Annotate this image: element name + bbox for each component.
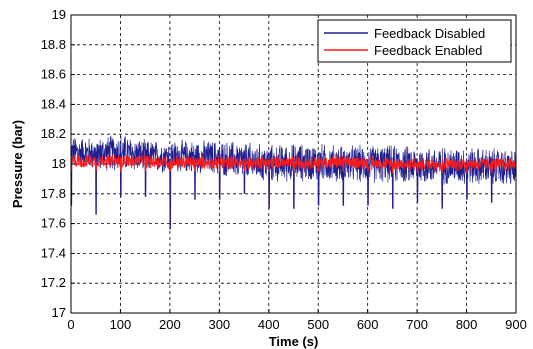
y-tick-label: 17 bbox=[52, 305, 66, 320]
y-tick-label: 18 bbox=[52, 156, 66, 171]
y-tick-label: 19 bbox=[52, 7, 66, 22]
y-tick-label: 17.8 bbox=[41, 186, 66, 201]
y-tick-label: 17.6 bbox=[41, 216, 66, 231]
y-tick-label: 18.2 bbox=[41, 126, 66, 141]
series-layer bbox=[70, 135, 517, 230]
y-tick-label: 18.6 bbox=[41, 67, 66, 82]
y-tick-label: 18.4 bbox=[41, 96, 66, 111]
legend-label-feedback-disabled: Feedback Disabled bbox=[374, 26, 485, 41]
x-tick-label: 300 bbox=[208, 317, 230, 332]
x-tick-label: 500 bbox=[307, 317, 329, 332]
x-tick-label: 0 bbox=[67, 317, 74, 332]
tick-labels: 0 100 200 300 400 500 600 700 800 900 17 17.2 17.4 17… bbox=[41, 7, 527, 332]
legend-label-feedback-enabled: Feedback Enabled bbox=[374, 43, 482, 58]
legend-box bbox=[317, 19, 512, 63]
y-axis-label: Pressure (bar) bbox=[10, 120, 25, 208]
x-tick-label: 800 bbox=[456, 317, 478, 332]
x-tick-label: 200 bbox=[159, 317, 181, 332]
x-tick-label: 700 bbox=[406, 317, 428, 332]
x-tick-label: 600 bbox=[357, 317, 379, 332]
y-tick-label: 17.2 bbox=[41, 275, 66, 290]
x-tick-label: 400 bbox=[258, 317, 280, 332]
series-line-feedback-disabled bbox=[70, 135, 517, 230]
y-tick-label: 17.4 bbox=[41, 245, 66, 260]
x-tick-label: 900 bbox=[505, 317, 527, 332]
x-tick-label: 100 bbox=[110, 317, 132, 332]
x-axis-label: Time (s) bbox=[269, 334, 319, 349]
series-line-feedback-enabled bbox=[70, 153, 517, 173]
y-tick-label: 18.8 bbox=[41, 37, 66, 52]
legend: Feedback Disabled Feedback Enabled bbox=[317, 19, 512, 63]
